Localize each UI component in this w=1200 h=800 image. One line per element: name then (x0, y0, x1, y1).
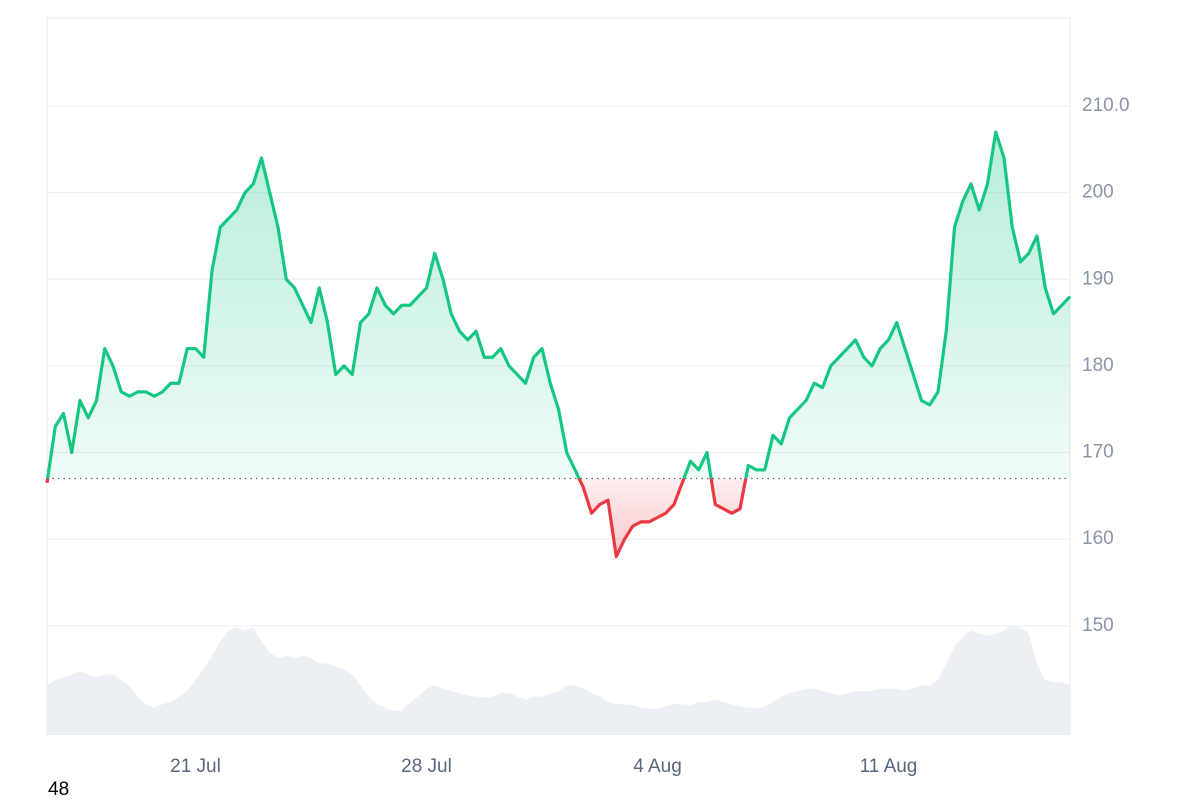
volume-area (47, 625, 1070, 735)
y-tick-label: 180 (1082, 355, 1114, 376)
y-tick-label: 150 (1082, 615, 1114, 636)
y-tick-label: 170 (1082, 442, 1114, 463)
y-tick-label: 200 (1082, 182, 1114, 203)
corner-label: 48 (48, 779, 69, 800)
x-tick-label: 4 Aug (633, 756, 682, 777)
price-line (45, 130, 1072, 559)
y-tick-label: 210.0 (1082, 95, 1130, 116)
x-tick-label: 11 Aug (860, 756, 918, 777)
y-tick-label: 190 (1082, 268, 1114, 289)
x-tick-label: 21 Jul (170, 756, 221, 777)
x-tick-label: 28 Jul (401, 756, 452, 777)
price-area (47, 131, 1070, 557)
y-tick-label: 160 (1082, 528, 1114, 549)
